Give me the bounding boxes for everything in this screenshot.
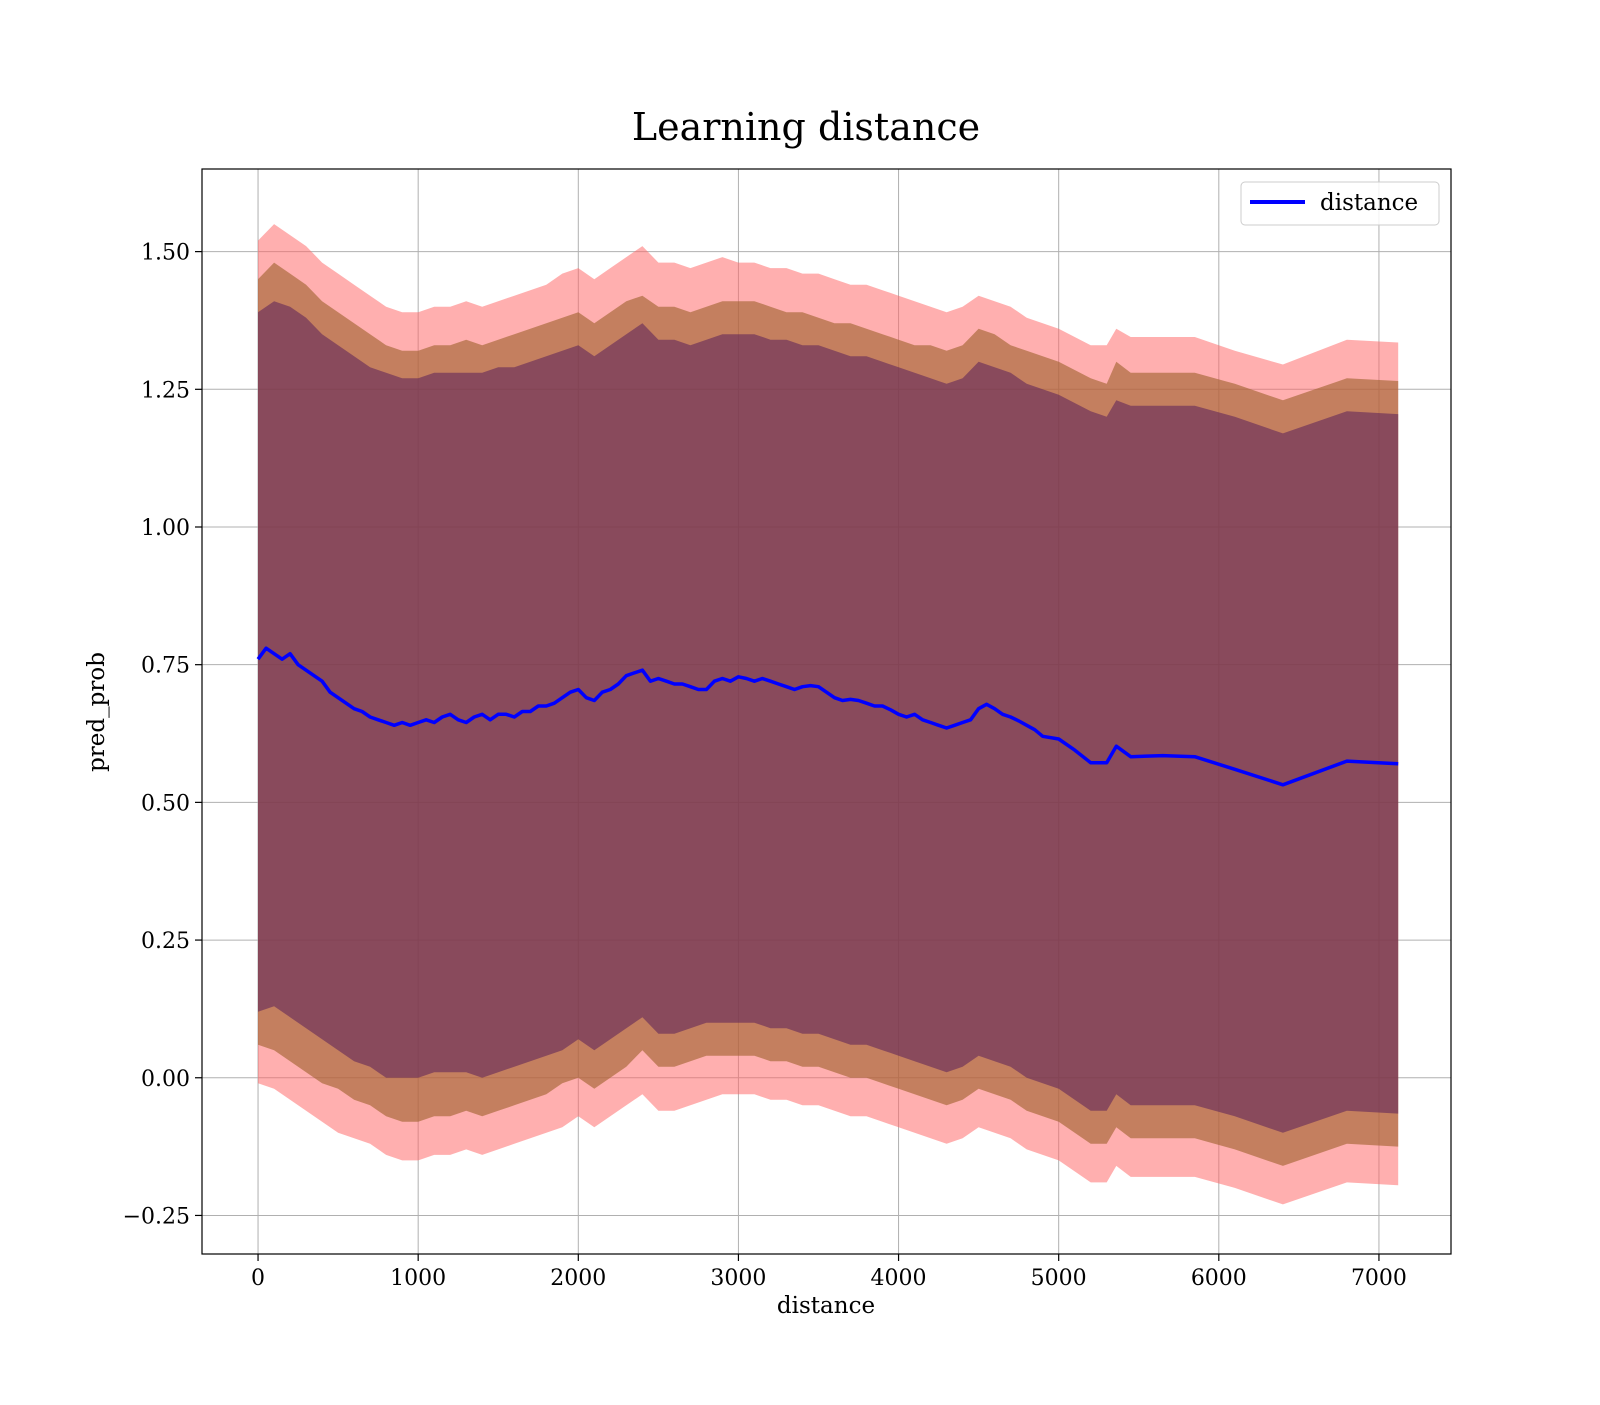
y-tick-label: 0.00	[141, 1067, 190, 1092]
y-tick-label: 0.75	[141, 654, 190, 679]
legend-box	[1240, 181, 1440, 226]
y-ticks: −0.25 0.00 0.25 0.50 0.75 1.00 1.25 1.50	[123, 241, 202, 1229]
legend: distance	[1240, 181, 1440, 226]
series-line-distance	[256, 646, 1399, 787]
y-axis-title: pred_prob	[84, 652, 110, 772]
band-layer	[258, 224, 1399, 1205]
x-tick-label: 7000	[1351, 1266, 1407, 1291]
x-tick-label: 3000	[710, 1266, 766, 1291]
x-tick-label: 0	[251, 1266, 265, 1291]
y-tick-label: 1.50	[141, 241, 190, 266]
legend-label-distance: distance	[1320, 190, 1418, 216]
y-tick-label: 0.25	[141, 929, 190, 954]
y-tick-label: −0.25	[123, 1204, 190, 1229]
band-inner	[258, 301, 1399, 1133]
x-tick-label: 1000	[390, 1266, 446, 1291]
y-tick-label: 1.00	[141, 516, 190, 541]
x-ticks: 0 1000 2000 3000 4000 5000 6000 7000	[251, 1254, 1407, 1291]
x-tick-label: 5000	[1031, 1266, 1087, 1291]
y-tick-label: 1.25	[141, 378, 190, 403]
x-axis-title: distance	[777, 1293, 875, 1319]
y-tick-label: 0.50	[141, 791, 190, 816]
x-tick-label: 2000	[550, 1266, 606, 1291]
x-tick-label: 6000	[1191, 1266, 1247, 1291]
plot-frame	[201, 168, 1452, 1255]
x-tick-label: 4000	[871, 1266, 927, 1291]
line-layer	[256, 646, 1399, 787]
chart-title: Learning distance	[632, 105, 980, 149]
